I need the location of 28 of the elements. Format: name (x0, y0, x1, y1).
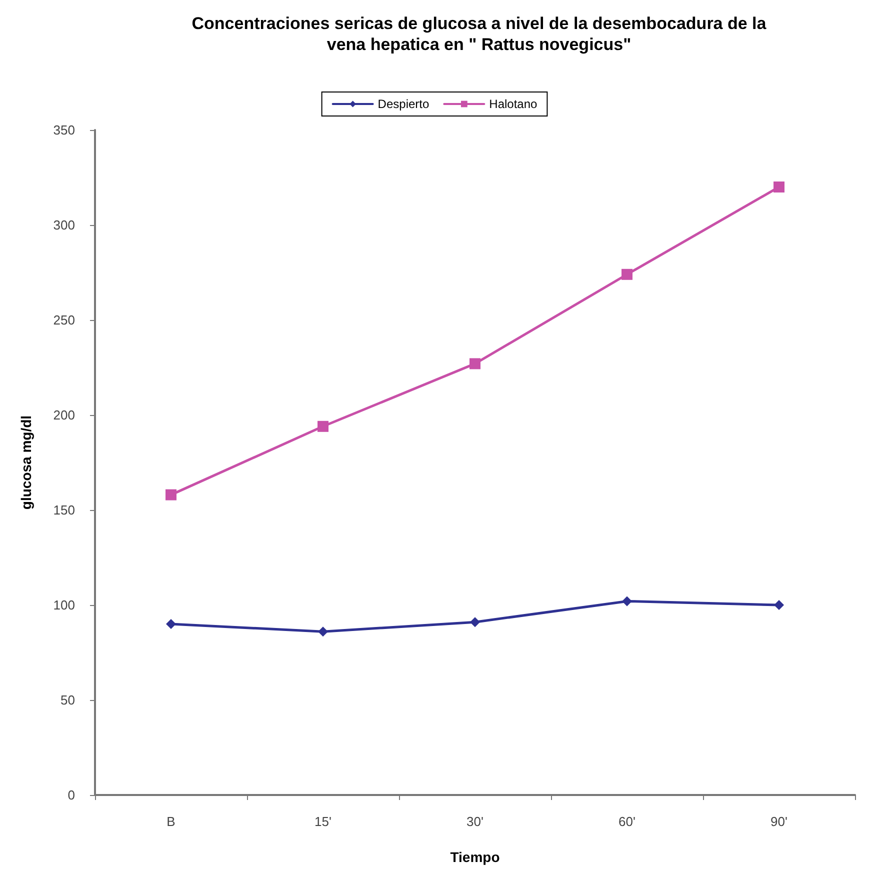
x-tick-label: 15' (314, 814, 332, 829)
point (622, 596, 632, 606)
y-tick-label: 200 (53, 408, 75, 422)
point (318, 420, 328, 432)
legend-label: Despierto (378, 97, 430, 111)
x-tick-label: 30' (466, 814, 484, 829)
y-tick-label: 100 (53, 598, 75, 612)
x-axis-title: Tiempo (450, 849, 500, 865)
chart-title: Concentraciones sericas de glucosa a nivel de la desembocadura de la vena hepatica en " Rattus novegicus" (192, 14, 767, 54)
legend-label: Halotano (489, 97, 538, 111)
point (622, 268, 632, 280)
y-tick-label: 50 (60, 692, 75, 708)
x-tick-label: 60' (618, 814, 636, 829)
point (318, 626, 328, 637)
y-tick-label: 350 (53, 122, 75, 138)
x-tick-label: 90' (770, 814, 788, 829)
point (470, 358, 480, 370)
point (470, 617, 480, 628)
y-axis-title: glucosa mg/dl (18, 415, 34, 510)
y-tick-label: 250 (53, 312, 75, 328)
point (166, 619, 176, 629)
point (166, 489, 176, 500)
x-tick-label: B (166, 814, 176, 829)
point (774, 182, 784, 192)
point (774, 600, 784, 610)
y-tick-label: 0 (68, 788, 75, 802)
y-tick-label: 150 (53, 502, 75, 518)
y-tick-label: 300 (53, 218, 75, 232)
